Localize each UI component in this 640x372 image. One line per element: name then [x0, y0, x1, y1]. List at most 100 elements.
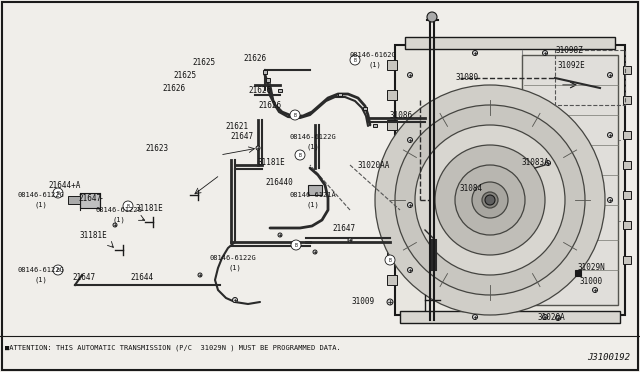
Circle shape	[295, 150, 305, 160]
Text: ■ATTENTION: THIS AUTOMATIC TRANSMISSION (P/C  31029N ) MUST BE PROGRAMMED DATA.: ■ATTENTION: THIS AUTOMATIC TRANSMISSION …	[5, 345, 340, 351]
Circle shape	[53, 265, 63, 275]
Text: 08146-6122G: 08146-6122G	[95, 207, 141, 213]
Text: 08146-6122G: 08146-6122G	[210, 255, 257, 261]
Circle shape	[350, 55, 360, 65]
Text: B: B	[56, 190, 60, 196]
Circle shape	[385, 255, 395, 265]
Circle shape	[607, 198, 612, 202]
Text: 21626: 21626	[258, 100, 281, 109]
Text: (1): (1)	[35, 202, 48, 208]
Circle shape	[435, 145, 545, 255]
Bar	[278, 89, 282, 92]
Text: 21626: 21626	[162, 83, 185, 93]
Bar	[405, 37, 615, 49]
Circle shape	[485, 195, 495, 205]
Bar	[80, 193, 100, 208]
Circle shape	[472, 51, 477, 55]
Text: 21626: 21626	[243, 54, 266, 62]
Text: B: B	[388, 257, 392, 263]
Bar	[262, 70, 268, 74]
Circle shape	[395, 105, 585, 295]
Text: 31084: 31084	[460, 183, 483, 192]
Text: 21644+A: 21644+A	[48, 180, 81, 189]
Bar	[623, 161, 631, 169]
Bar	[308, 185, 322, 195]
Text: 31020A: 31020A	[538, 314, 566, 323]
Bar	[395, 45, 625, 315]
Text: (1): (1)	[35, 277, 48, 283]
Bar	[522, 55, 618, 305]
Bar	[387, 120, 397, 130]
Text: 21625: 21625	[173, 71, 196, 80]
Circle shape	[198, 273, 202, 277]
Circle shape	[387, 299, 393, 305]
Text: B: B	[56, 267, 60, 273]
Circle shape	[256, 146, 260, 150]
Circle shape	[348, 238, 352, 242]
Bar	[387, 185, 397, 195]
Circle shape	[290, 110, 300, 120]
Circle shape	[408, 138, 413, 142]
Circle shape	[607, 132, 612, 138]
Circle shape	[123, 201, 133, 211]
Circle shape	[415, 125, 565, 275]
Circle shape	[408, 73, 413, 77]
Circle shape	[556, 315, 561, 321]
Text: B: B	[294, 112, 296, 118]
Circle shape	[408, 267, 413, 273]
Circle shape	[278, 233, 282, 237]
Circle shape	[408, 202, 413, 208]
Text: 08146-6122G: 08146-6122G	[290, 134, 337, 140]
Bar	[555, 50, 625, 105]
Text: 31083A: 31083A	[522, 157, 550, 167]
Circle shape	[472, 182, 508, 218]
Text: 31020AA: 31020AA	[358, 160, 390, 170]
Circle shape	[232, 298, 237, 302]
Circle shape	[291, 240, 301, 250]
Text: 08146-6162G: 08146-6162G	[350, 52, 397, 58]
Circle shape	[427, 12, 437, 22]
Text: (1): (1)	[368, 62, 381, 68]
Bar	[266, 78, 271, 82]
Text: 21647: 21647	[78, 193, 101, 202]
Text: 21625: 21625	[192, 58, 215, 67]
Text: (1): (1)	[307, 202, 320, 208]
Text: 21644: 21644	[130, 273, 153, 282]
Bar	[363, 106, 367, 109]
Circle shape	[455, 165, 525, 235]
Bar	[387, 245, 397, 255]
Bar	[387, 150, 397, 160]
Text: 08146-6121A: 08146-6121A	[290, 192, 337, 198]
Bar	[68, 196, 80, 204]
Bar	[623, 221, 631, 229]
Text: 21647: 21647	[332, 224, 355, 232]
Circle shape	[543, 314, 547, 320]
Text: 31029N: 31029N	[578, 263, 605, 273]
Text: (1): (1)	[112, 217, 125, 223]
Circle shape	[113, 223, 117, 227]
Text: 21626: 21626	[248, 86, 271, 94]
Text: 08146-6122G: 08146-6122G	[18, 267, 65, 273]
Circle shape	[593, 288, 598, 292]
Circle shape	[472, 314, 477, 320]
Bar	[387, 275, 397, 285]
Text: 21623: 21623	[145, 144, 168, 153]
Text: (1): (1)	[306, 144, 319, 150]
Bar	[623, 96, 631, 104]
Bar	[387, 90, 397, 100]
Text: 21647: 21647	[72, 273, 95, 282]
Circle shape	[607, 73, 612, 77]
Circle shape	[545, 160, 550, 166]
Text: 31009: 31009	[352, 298, 375, 307]
Text: 31000: 31000	[580, 278, 603, 286]
Bar	[373, 124, 377, 126]
Bar	[623, 66, 631, 74]
Text: (1): (1)	[228, 265, 241, 271]
Text: B: B	[299, 153, 301, 157]
Circle shape	[543, 51, 547, 55]
Bar	[400, 311, 620, 323]
Text: 31098Z: 31098Z	[555, 45, 583, 55]
Text: J3100192: J3100192	[587, 353, 630, 362]
Circle shape	[375, 85, 605, 315]
Bar	[623, 131, 631, 139]
